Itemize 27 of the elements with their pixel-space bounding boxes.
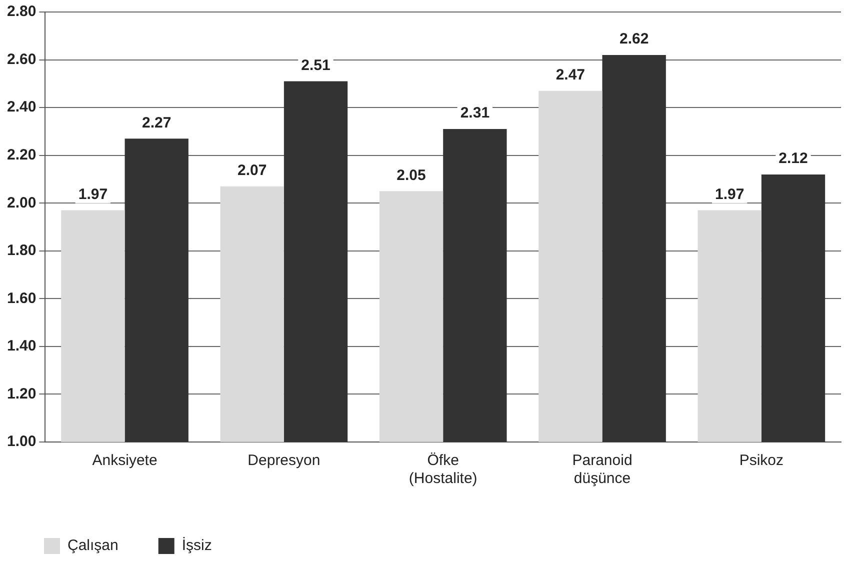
data-label: 1.97 [714,186,744,203]
legend-label: Çalışan [68,537,118,554]
y-tick-label: 1.00 [6,433,36,450]
y-tick-label: 1.20 [6,385,36,402]
y-tick-label: 1.80 [6,242,36,260]
data-label: 2.12 [778,150,808,168]
data-label: 2.62 [619,30,649,48]
legend-label: İşsiz [182,536,212,554]
data-label: 2.27 [142,114,172,132]
y-tick-label: 2.40 [6,98,36,116]
data-label: 1.97 [78,186,108,203]
x-tick-label: Öfke (Hostalite) [408,452,478,488]
y-tick-label: 1.60 [6,290,36,307]
x-tick-label: Depresyon [248,452,320,470]
y-tick-label: 2.20 [6,146,36,164]
data-label: 2.07 [238,162,267,180]
x-tick-label: Psikoz [739,452,784,470]
y-tick-label: 1.40 [6,338,36,355]
data-label: 2.31 [460,104,490,122]
data-label: 2.47 [556,66,586,84]
data-label: 2.51 [301,56,330,74]
y-tick-label: 2.00 [6,194,36,212]
x-tick-label: Paranoid düşünce [572,452,632,488]
y-tick-label: 2.80 [6,3,36,20]
x-tick-label: Anksiyete [92,452,158,470]
data-label: 2.05 [396,166,426,184]
y-tick-label: 2.60 [6,50,36,68]
